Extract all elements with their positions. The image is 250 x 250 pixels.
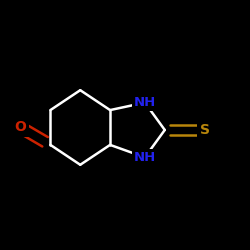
Text: NH: NH: [134, 151, 156, 164]
Text: O: O: [15, 120, 26, 134]
Text: NH: NH: [134, 96, 156, 109]
Text: S: S: [200, 123, 209, 137]
